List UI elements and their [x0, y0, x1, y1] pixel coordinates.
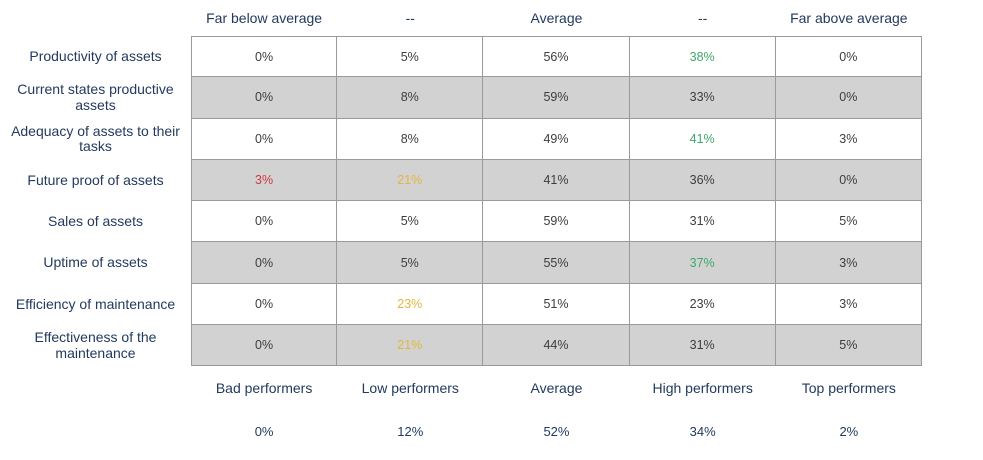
column-header-far-above-average: Far above average: [790, 10, 908, 26]
table-cell: 3%: [775, 283, 922, 326]
table-row-sales-of-assets: Sales of assets 0% 5% 59% 31% 5%: [0, 201, 983, 243]
table-cell: 5%: [775, 201, 922, 243]
table-row-future-proof-of-assets: Future proof of assets 3% 21% 41% 36% 0%: [0, 159, 983, 202]
column-header-average: Average: [530, 10, 583, 26]
table-cell: 0%: [191, 242, 338, 284]
table-cell: 33%: [629, 77, 776, 119]
table-cell: 0%: [775, 77, 922, 119]
performer-distribution-row: 0% 12% 52% 34% 2%: [0, 409, 983, 454]
table-cell: 0%: [191, 36, 338, 78]
footer-value-high-performers: 34%: [689, 424, 716, 440]
footer-label-bad-performers: Bad performers: [215, 379, 313, 396]
column-header-row: Far below average -- Average -- Far abov…: [0, 0, 983, 36]
table-cell: 3%: [775, 242, 922, 284]
table-cell: 0%: [191, 201, 338, 243]
table-cell: 5%: [337, 201, 484, 243]
table-cell: 0%: [775, 159, 922, 202]
table-cell: 38%: [629, 36, 776, 78]
row-label: Efficiency of maintenance: [15, 295, 176, 312]
table-cell: 5%: [337, 36, 484, 78]
footer-values-spacer: [0, 409, 191, 454]
table-cell: 55%: [483, 242, 630, 284]
table-row-effectiveness-of-maintenance: Effectiveness of the maintenance 0% 21% …: [0, 325, 983, 367]
table-row-efficiency-of-maintenance: Efficiency of maintenance 0% 23% 51% 23%…: [0, 283, 983, 326]
performer-category-row: Bad performers Low performers Average Hi…: [0, 366, 983, 409]
table-cell: 0%: [191, 283, 338, 326]
row-label: Future proof of assets: [27, 171, 164, 188]
table-cell: 0%: [775, 36, 922, 78]
column-header-below-average: --: [405, 10, 415, 26]
table-cell: 21%: [337, 325, 484, 367]
table-cell: 3%: [775, 118, 922, 160]
table-cell: 23%: [337, 283, 484, 326]
table-cell: 56%: [483, 36, 630, 78]
table-cell: 59%: [483, 201, 630, 243]
table-cell: 41%: [483, 159, 630, 202]
footer-label-low-performers: Low performers: [361, 379, 459, 396]
table-row-uptime-of-assets: Uptime of assets 0% 5% 55% 37% 3%: [0, 242, 983, 284]
table-row-current-states-productive-assets: Current states productive assets 0% 8% 5…: [0, 77, 983, 119]
table-cell: 41%: [629, 118, 776, 160]
table-row-productivity-of-assets: Productivity of assets 0% 5% 56% 38% 0%: [0, 36, 983, 78]
footer-value-low-performers: 12%: [397, 424, 424, 440]
table-row-adequacy-of-assets: Adequacy of assets to their tasks 0% 8% …: [0, 118, 983, 160]
table-cell: 5%: [337, 242, 484, 284]
header-spacer: [0, 0, 191, 36]
table-cell: 44%: [483, 325, 630, 367]
table-cell: 37%: [629, 242, 776, 284]
footer-label-average: Average: [530, 379, 583, 396]
table-cell: 59%: [483, 77, 630, 119]
table-cell: 3%: [191, 159, 338, 202]
table-cell: 0%: [191, 325, 338, 367]
table-cell: 36%: [629, 159, 776, 202]
column-header-far-below-average: Far below average: [206, 10, 323, 26]
footer-spacer: [0, 366, 191, 409]
table-cell: 49%: [483, 118, 630, 160]
table-cell: 23%: [629, 283, 776, 326]
table-cell: 0%: [191, 77, 338, 119]
table-cell: 21%: [337, 159, 484, 202]
table-cell: 8%: [337, 77, 484, 119]
footer-label-top-performers: Top performers: [801, 379, 896, 396]
footer-label-high-performers: High performers: [652, 379, 753, 396]
table-cell: 5%: [775, 325, 922, 367]
row-label: Adequacy of assets to their tasks: [11, 122, 180, 155]
table-cell: 0%: [191, 118, 338, 160]
footer-value-bad-performers: 0%: [254, 424, 274, 440]
footer-value-average: 52%: [543, 424, 570, 440]
footer-value-top-performers: 2%: [839, 424, 859, 440]
row-label: Sales of assets: [48, 213, 143, 229]
column-header-above-average: --: [697, 10, 708, 26]
row-label: Effectiveness of the maintenance: [34, 329, 157, 361]
table-cell: 8%: [337, 118, 484, 160]
table-cell: 51%: [483, 283, 630, 326]
row-label: Uptime of assets: [43, 254, 148, 271]
row-label: Current states productive assets: [17, 81, 174, 113]
table-cell: 31%: [629, 201, 776, 243]
table-cell: 31%: [629, 325, 776, 367]
row-label: Productivity of assets: [29, 47, 162, 64]
